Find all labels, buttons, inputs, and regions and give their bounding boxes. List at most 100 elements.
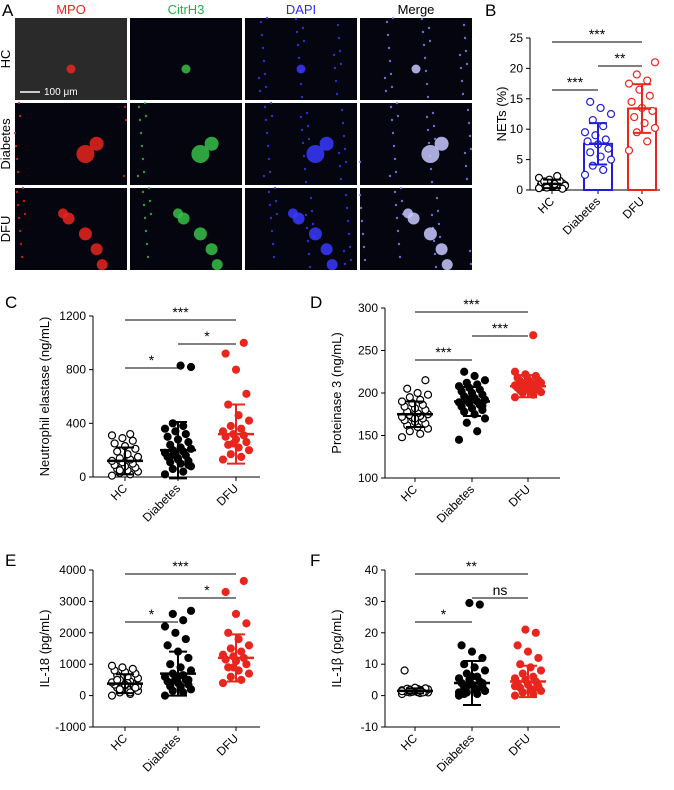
cell-dot (307, 137, 311, 141)
cell-dot (339, 62, 343, 66)
data-point (413, 388, 422, 398)
x-tick-label: Diabetes (560, 194, 603, 237)
y-axis-label: IL-18 (pg/mL) (37, 609, 52, 687)
cell-dot (299, 115, 303, 119)
cell-dot (425, 82, 429, 86)
x-tick-label: DFU (506, 731, 533, 758)
y-tick-label: -1000 (55, 720, 86, 734)
y-tick-label: 2000 (59, 626, 86, 640)
cell-dot (143, 101, 147, 105)
cell-dot (264, 118, 268, 122)
data-point (480, 414, 490, 423)
data-point (184, 460, 193, 470)
data-point (645, 91, 654, 100)
cell-dot (468, 249, 472, 253)
cell-dot (336, 23, 340, 27)
cell-dot (389, 105, 393, 109)
panel-label: B (485, 1, 496, 20)
cell-dot (396, 229, 400, 233)
cell-dot (268, 170, 272, 174)
data-point (473, 427, 482, 436)
data-point (462, 418, 471, 427)
y-tick-label: 150 (358, 429, 378, 443)
cell-dot (342, 134, 346, 138)
cell-dot (272, 255, 276, 259)
cell-dot (388, 174, 392, 178)
data-point (596, 103, 605, 113)
y-tick-label: 4000 (59, 563, 86, 577)
data-point (421, 376, 430, 385)
micrograph (245, 18, 357, 100)
significance-label: *** (435, 344, 452, 360)
data-point (168, 464, 177, 474)
cell-dot (466, 108, 470, 112)
data-point (467, 647, 477, 656)
data-point (454, 674, 464, 683)
data-point (168, 419, 177, 428)
data-point (242, 389, 251, 398)
cell-dot (270, 114, 274, 118)
micrograph (15, 188, 127, 270)
scale-bar-label: 100 μm (44, 87, 78, 98)
data-point (650, 123, 660, 133)
micrograph (130, 188, 242, 270)
data-point (113, 447, 122, 456)
cell-dot (425, 115, 429, 119)
cell-dot (344, 193, 348, 197)
data-point (226, 644, 235, 653)
data-point (580, 170, 590, 179)
cell-dot (275, 212, 279, 216)
cell-dot (23, 212, 27, 216)
cell-dot (22, 199, 26, 203)
data-point (160, 622, 170, 631)
cell-dot (422, 43, 426, 47)
cell-dot (432, 239, 436, 243)
data-point (186, 606, 196, 615)
cell-dot (431, 111, 435, 115)
cell-dot (137, 105, 141, 109)
cell-dot (15, 157, 19, 161)
cell-dot (458, 53, 462, 57)
micrograph (130, 18, 242, 100)
cell-dot (302, 39, 306, 43)
y-tick-label: 0 (79, 470, 86, 484)
data-point (160, 424, 170, 433)
y-tick-label: -10 (361, 720, 379, 734)
cell-dot (308, 265, 312, 269)
cell-dot (340, 108, 344, 112)
data-point (166, 660, 175, 669)
cell-dot (464, 164, 468, 168)
cell-dot (463, 151, 467, 155)
cell-dot (261, 46, 265, 50)
cell-dot (144, 229, 148, 233)
data-point (166, 678, 175, 688)
cell-dot (358, 193, 362, 197)
significance-label: ** (615, 50, 626, 66)
cell-dot (307, 252, 311, 256)
cell-dot (359, 206, 363, 210)
cell-dot (259, 20, 263, 24)
data-point (604, 144, 613, 153)
cell-blob (288, 208, 298, 219)
data-point (606, 109, 616, 119)
cell-dot (138, 118, 142, 122)
cell-dot (341, 121, 345, 125)
cell-dot (302, 154, 306, 158)
data-point (163, 641, 172, 650)
data-point (221, 587, 230, 597)
y-tick-label: 100 (358, 471, 378, 485)
data-point (171, 628, 180, 637)
y-tick-label: 40 (365, 563, 379, 577)
cell-dot (144, 114, 148, 118)
cell-dot (122, 174, 126, 178)
cell-blob (76, 145, 95, 163)
cell-dot (300, 95, 304, 99)
significance-label: *** (463, 296, 480, 312)
cell-blob (421, 145, 440, 163)
cell-dot (337, 36, 341, 40)
cell-dot (301, 26, 305, 30)
cell-dot (395, 101, 399, 105)
data-point (231, 365, 241, 374)
y-tick-label: 25 (510, 31, 524, 45)
significance-label: *** (172, 304, 189, 320)
